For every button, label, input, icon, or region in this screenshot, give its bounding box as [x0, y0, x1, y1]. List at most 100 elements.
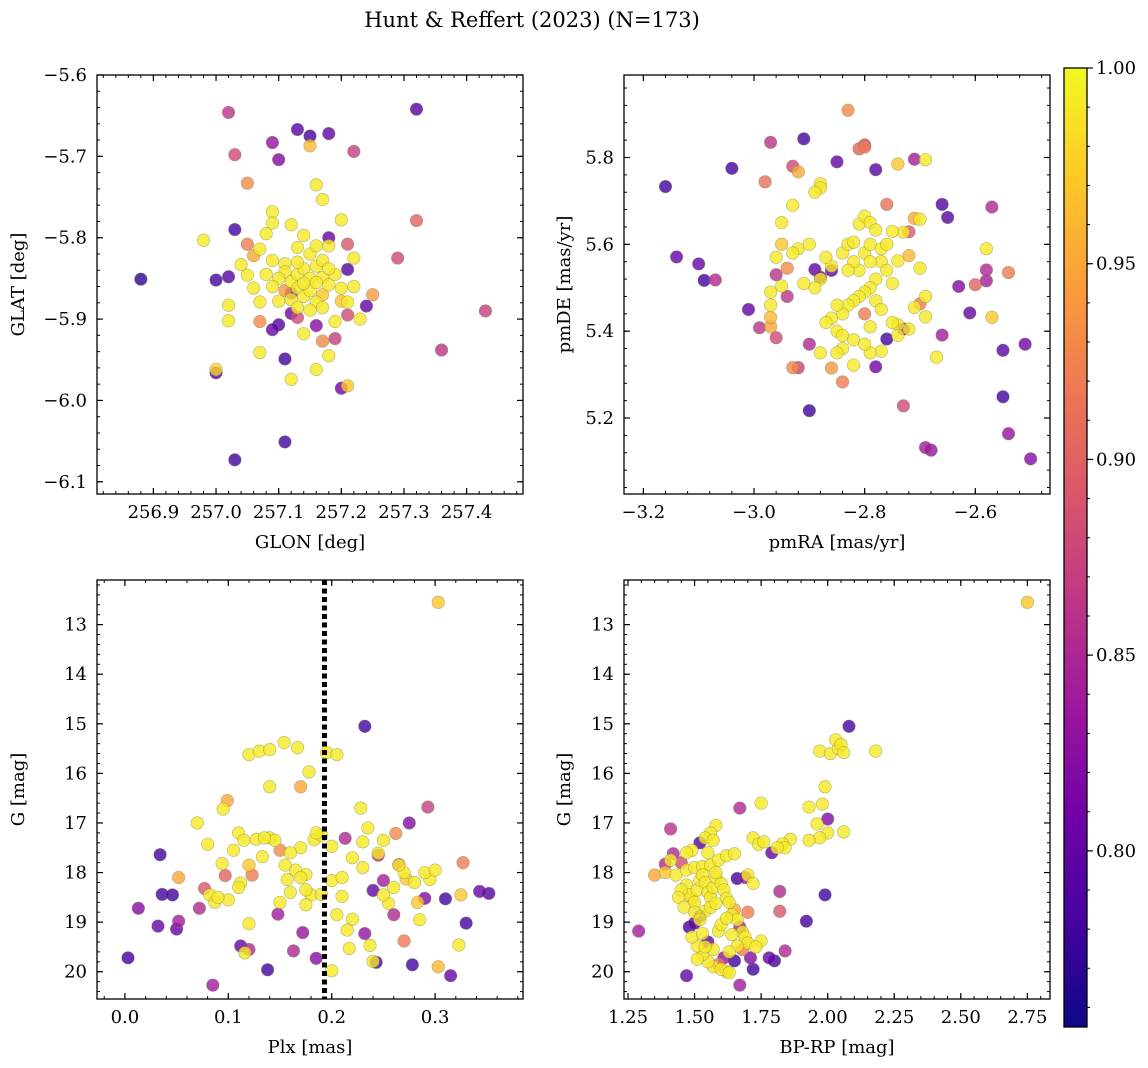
y-tick-label: 15 — [64, 714, 87, 735]
data-point — [413, 913, 427, 927]
data-point — [775, 279, 789, 293]
data-point — [708, 273, 722, 287]
data-point — [240, 176, 254, 190]
y-tick-label: −5.6 — [43, 65, 87, 86]
data-point — [869, 163, 883, 177]
data-point — [328, 332, 342, 346]
data-point — [743, 951, 758, 965]
data-point — [278, 435, 292, 449]
y-tick-label: 13 — [591, 615, 614, 636]
panel-cmd: 1.25 1.50 1.75 2.00 2.25 2.50 2.75 13 14 15 16 17 18… — [554, 579, 1051, 1058]
y-tick-label: 20 — [591, 962, 614, 983]
ticks: 0.0 0.1 0.2 0.3 13 14 15 16 17 18 19 20 — [64, 580, 523, 1028]
data-point — [802, 404, 816, 418]
data-point — [209, 362, 223, 377]
data-point — [778, 944, 792, 958]
data-point — [345, 851, 359, 865]
data-point — [797, 132, 811, 146]
data-point — [797, 276, 811, 291]
data-point — [335, 870, 349, 885]
data-point — [334, 213, 348, 227]
data-point — [863, 320, 877, 334]
data-point — [979, 242, 993, 256]
x-tick-label: 1.75 — [741, 1007, 781, 1028]
data-point — [935, 197, 949, 211]
data-point — [963, 306, 977, 320]
data-point — [874, 344, 888, 358]
data-point — [389, 826, 403, 840]
y-tick-label: 20 — [64, 962, 87, 983]
data-point — [209, 273, 223, 287]
y-tick-label: 5.2 — [585, 408, 614, 429]
data-point — [366, 288, 380, 302]
ticks: −3.2 −3.0 −2.8 −2.6 5.2 5.4 5.6 5.8 — [585, 75, 1050, 523]
y-tick-label: 15 — [591, 714, 614, 735]
data-point — [265, 135, 280, 150]
data-point — [1020, 595, 1034, 609]
y-axis-label: G [mag] — [554, 753, 575, 826]
data-point — [918, 289, 933, 304]
data-point — [679, 846, 694, 860]
y-tick-label: 17 — [591, 813, 614, 834]
data-point — [749, 940, 763, 954]
data-point — [918, 440, 933, 455]
data-point — [303, 303, 317, 317]
data-point — [835, 375, 850, 389]
data-point — [259, 267, 273, 281]
data-point — [309, 826, 323, 840]
data-point — [259, 227, 273, 241]
data-point — [830, 155, 844, 169]
data-point — [669, 250, 684, 264]
data-point — [780, 261, 794, 275]
y-tick-label: 5.6 — [585, 234, 614, 255]
data-point — [935, 328, 949, 342]
data-point — [261, 963, 275, 977]
data-point — [265, 323, 280, 337]
data-point — [858, 307, 872, 321]
data-point — [340, 295, 355, 309]
data-point — [896, 225, 910, 239]
data-point — [387, 880, 401, 895]
x-tick-label: −2.6 — [953, 502, 997, 523]
data-point — [359, 299, 373, 313]
data-point — [134, 272, 148, 286]
y-tick-label: 5.8 — [585, 147, 614, 168]
data-point — [376, 873, 391, 888]
data-point — [221, 105, 236, 120]
data-point — [297, 228, 311, 242]
x-tick-label: 1.50 — [675, 1007, 715, 1028]
data-point — [283, 885, 297, 899]
data-point — [907, 152, 922, 166]
data-point — [722, 895, 736, 909]
x-tick-label: −2.8 — [843, 502, 887, 523]
data-point — [290, 255, 305, 269]
data-point — [253, 345, 267, 360]
data-point — [340, 379, 355, 393]
data-point — [284, 218, 298, 232]
data-point — [819, 250, 833, 264]
points — [134, 102, 493, 467]
data-point — [347, 251, 361, 265]
data-point — [309, 178, 323, 192]
x-tick-label: 2.25 — [874, 1007, 914, 1028]
data-point — [356, 860, 370, 875]
y-tick-label: −5.7 — [43, 146, 87, 167]
data-point — [354, 801, 368, 815]
y-tick-label: −6.1 — [43, 472, 87, 493]
data-point — [294, 870, 308, 885]
data-point — [754, 796, 768, 810]
data-point — [272, 153, 286, 167]
data-point — [762, 951, 776, 965]
data-point — [121, 951, 135, 965]
data-point — [813, 346, 828, 360]
colorbar-tick-label: 0.95 — [1096, 254, 1136, 275]
data-point — [253, 242, 267, 256]
data-point — [410, 895, 425, 909]
data-point — [232, 880, 246, 895]
data-point — [452, 938, 466, 952]
data-point — [885, 315, 899, 330]
data-point — [454, 888, 468, 902]
data-point — [741, 302, 756, 317]
data-point — [286, 944, 301, 958]
